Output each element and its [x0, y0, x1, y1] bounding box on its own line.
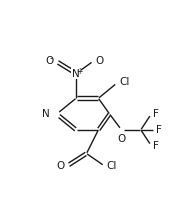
Text: N: N — [41, 109, 49, 119]
Text: F: F — [156, 125, 162, 135]
Text: O: O — [46, 56, 54, 66]
Text: O: O — [57, 161, 65, 171]
Text: F: F — [153, 109, 159, 119]
Text: O: O — [117, 134, 126, 144]
Text: +: + — [77, 67, 83, 76]
Text: O: O — [95, 56, 104, 66]
Text: F: F — [153, 141, 159, 151]
Text: N: N — [72, 68, 80, 78]
Text: Cl: Cl — [107, 161, 117, 171]
Text: -: - — [50, 54, 53, 63]
Text: Cl: Cl — [119, 77, 130, 87]
